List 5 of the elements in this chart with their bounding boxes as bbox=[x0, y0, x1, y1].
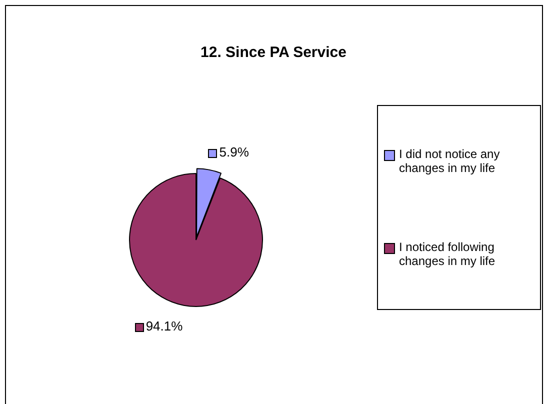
chart-title: 12. Since PA Service bbox=[200, 44, 348, 61]
data-label: 94.1% bbox=[146, 318, 184, 334]
data-label: 5.9% bbox=[219, 144, 250, 160]
legend-label: I noticed following changes in my life bbox=[399, 240, 496, 268]
legend-label: I did not notice any changes in my life bbox=[399, 146, 501, 175]
